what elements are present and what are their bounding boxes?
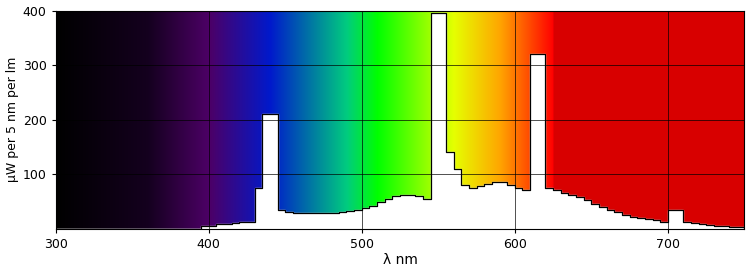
X-axis label: λ nm: λ nm [382, 253, 418, 268]
Polygon shape [56, 13, 745, 229]
Y-axis label: μW per 5 nm per lm: μW per 5 nm per lm [5, 57, 19, 182]
